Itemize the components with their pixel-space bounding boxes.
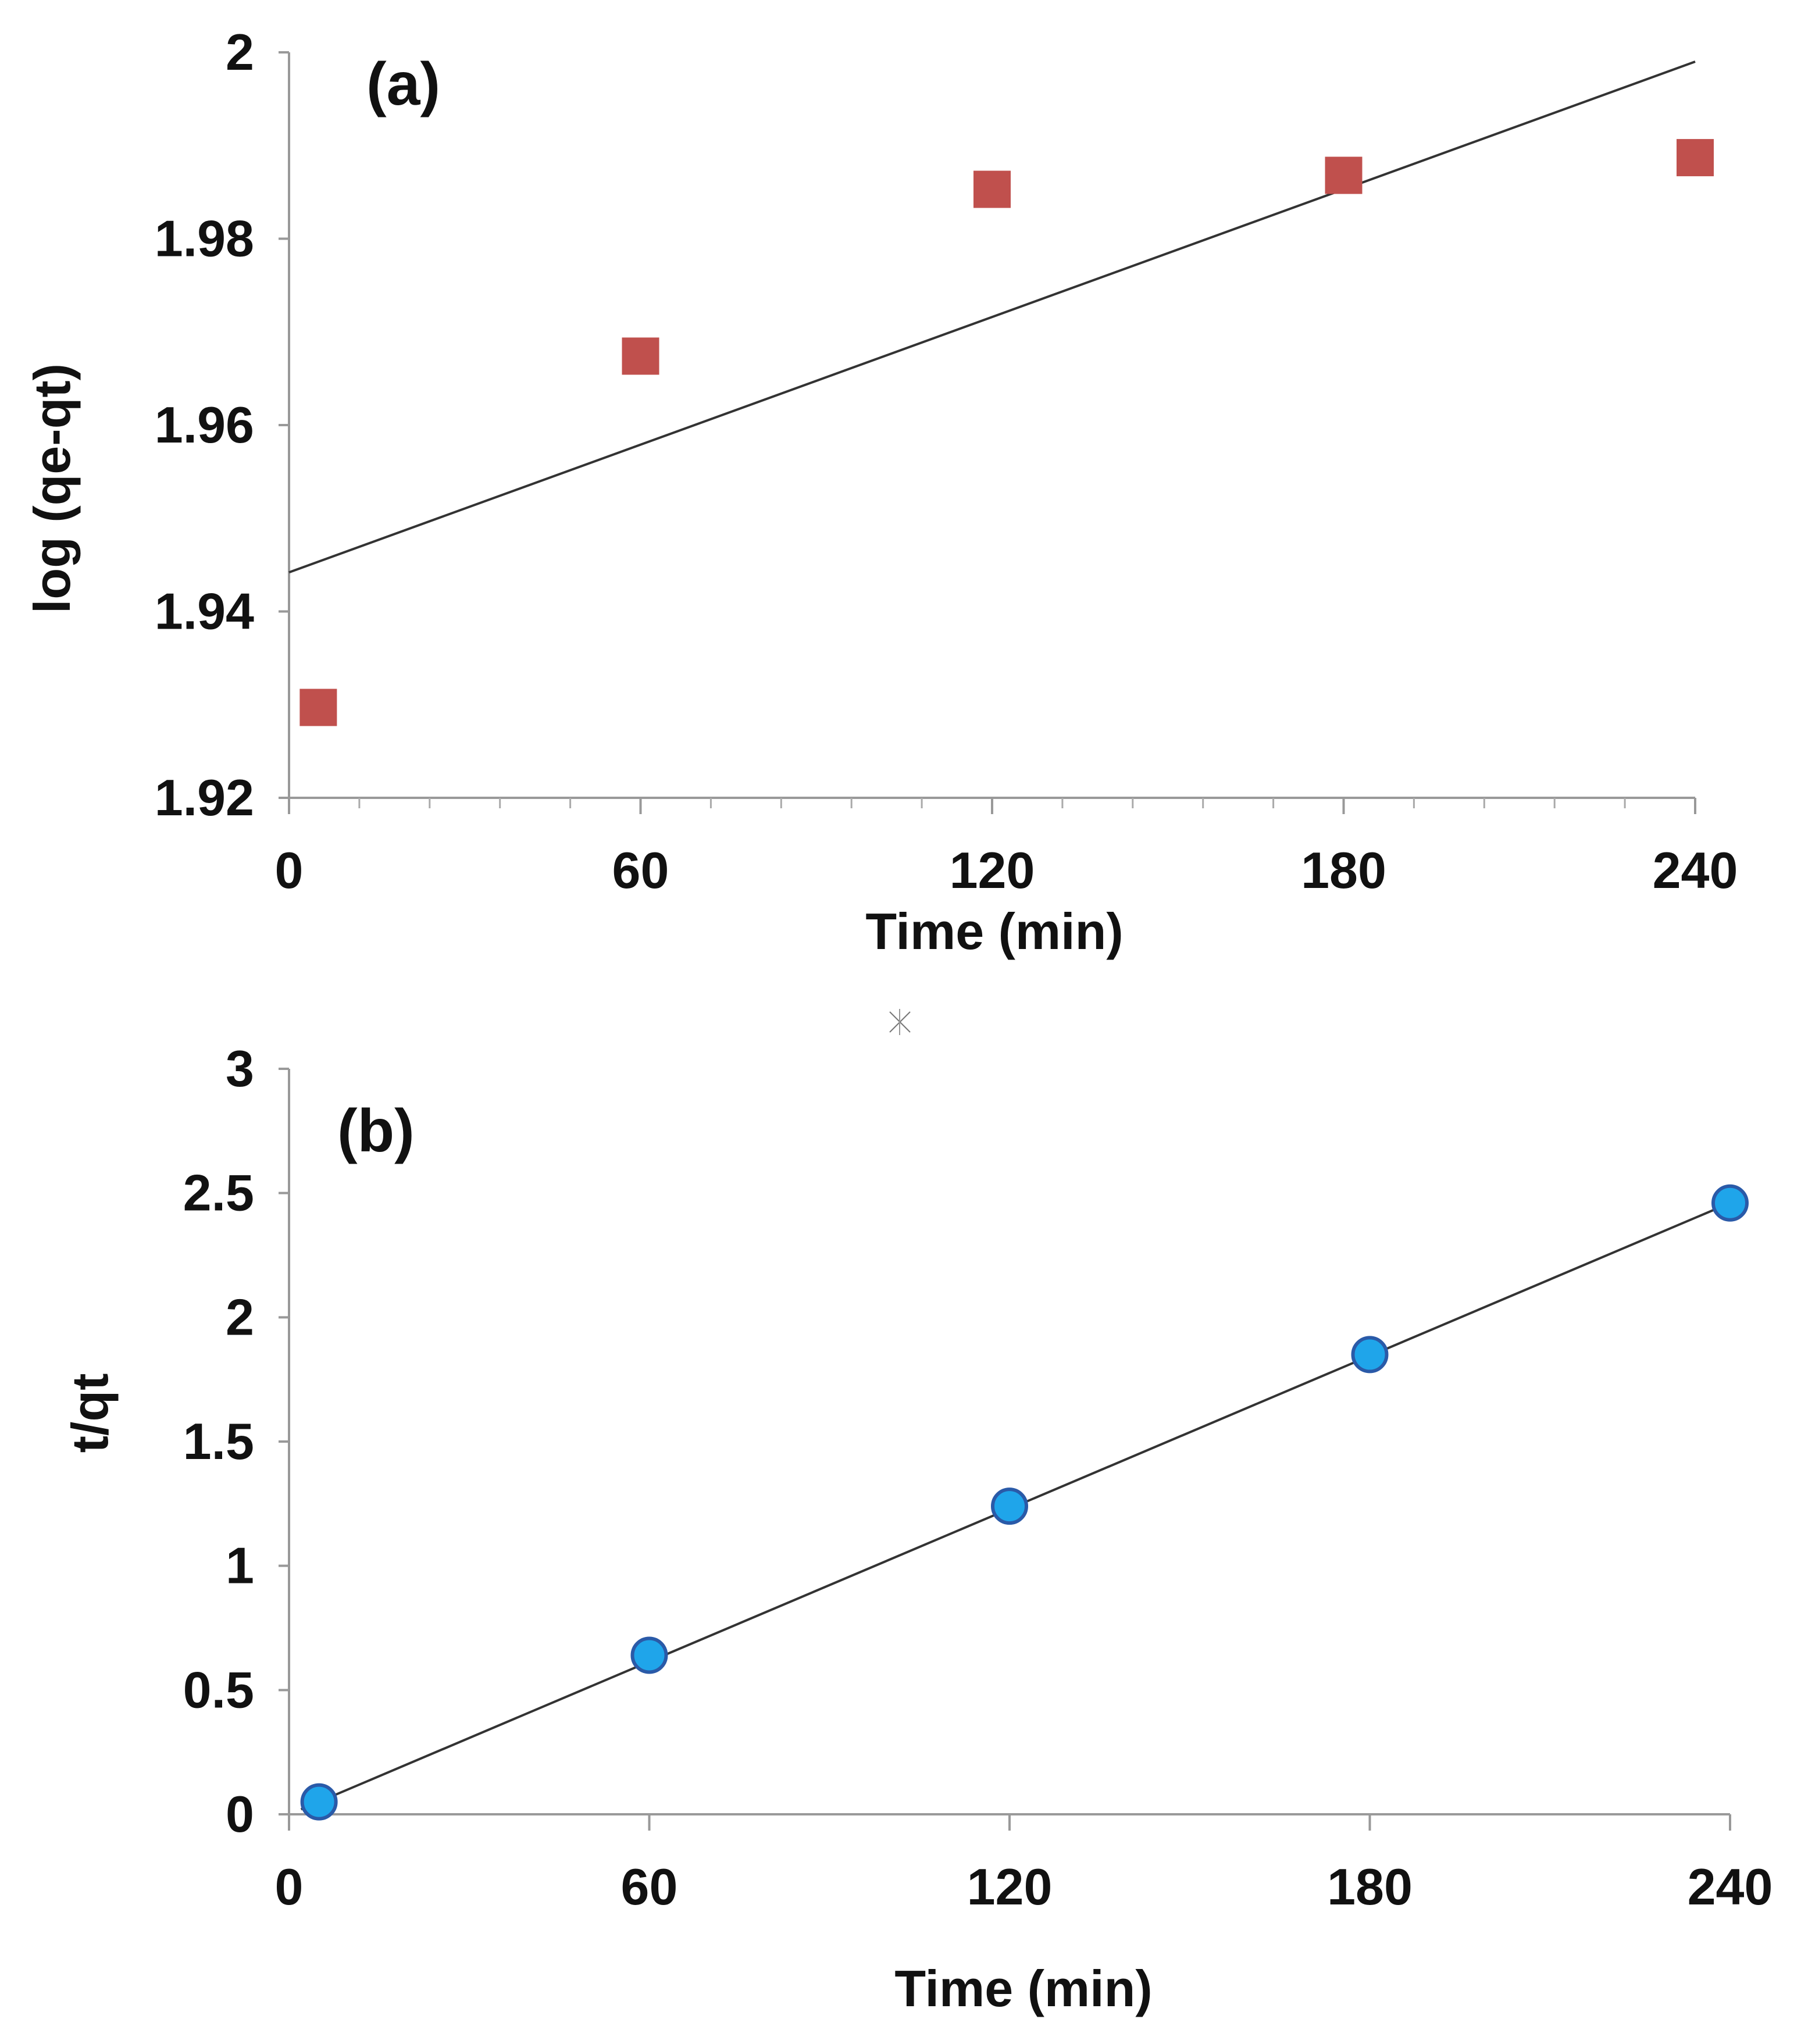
y-tick-label-b: 2.5 xyxy=(183,1164,254,1222)
data-point-b xyxy=(630,1636,668,1674)
y-tick-label-a: 1.96 xyxy=(155,396,254,454)
x-tick-label-b: 240 xyxy=(1688,1858,1773,1915)
trendline-a xyxy=(288,60,1696,574)
panel-label-b: (b) xyxy=(337,1097,415,1165)
data-point-b xyxy=(1351,1336,1389,1374)
x-axis-title-a: Time (min) xyxy=(865,903,1123,960)
chart-b: 0 0.5 1 1.5 2 2.5 3 0 60 120 180 240 (b) Time (min)… xyxy=(61,1040,1773,2017)
x-axis-title-b: Time (min) xyxy=(894,1960,1152,2017)
speck-mark xyxy=(889,1009,911,1035)
data-point-b xyxy=(991,1487,1028,1525)
panel-label-a: (a) xyxy=(366,51,440,118)
y-axis-title-b: t/qt xyxy=(61,1374,119,1453)
y-tick-label-b: 3 xyxy=(226,1040,254,1097)
y-tick-label-a: 1.92 xyxy=(155,769,254,826)
data-point-b xyxy=(300,1783,338,1821)
data-point-a xyxy=(299,689,337,726)
y-tick-label-a: 1.98 xyxy=(155,210,254,267)
chart-a: 1.92 1.94 1.96 1.98 2 0 60 120 180 240 (a) Time (… xyxy=(23,23,1738,960)
x-tick-label-a: 240 xyxy=(1653,841,1738,899)
y-tick-label-b: 0 xyxy=(226,1785,254,1843)
x-tick-label-b: 0 xyxy=(275,1858,304,1915)
data-point-b xyxy=(1711,1184,1749,1222)
x-tick-label-a: 0 xyxy=(275,841,304,899)
data-point-a xyxy=(622,337,659,375)
y-tick-label-b: 1.5 xyxy=(183,1412,254,1470)
data-point-a xyxy=(1325,156,1363,194)
y-tick-label-a: 2 xyxy=(226,23,254,81)
x-tick-label-b: 120 xyxy=(967,1858,1053,1915)
y-axis-title-a: log (qe-qt) xyxy=(23,363,81,613)
x-tick-label-b: 60 xyxy=(621,1858,678,1915)
y-tick-label-b: 2 xyxy=(226,1288,254,1346)
y-tick-label-a: 1.94 xyxy=(155,583,254,640)
x-tick-label-a: 60 xyxy=(612,841,669,899)
data-point-a xyxy=(973,170,1011,208)
x-tick-label-b: 180 xyxy=(1327,1858,1413,1915)
y-tick-label-b: 0.5 xyxy=(183,1661,254,1718)
y-tick-label-b: 1 xyxy=(226,1537,254,1594)
x-tick-label-a: 180 xyxy=(1301,841,1386,899)
data-point-a xyxy=(1677,139,1714,177)
x-tick-label-a: 120 xyxy=(950,841,1035,899)
